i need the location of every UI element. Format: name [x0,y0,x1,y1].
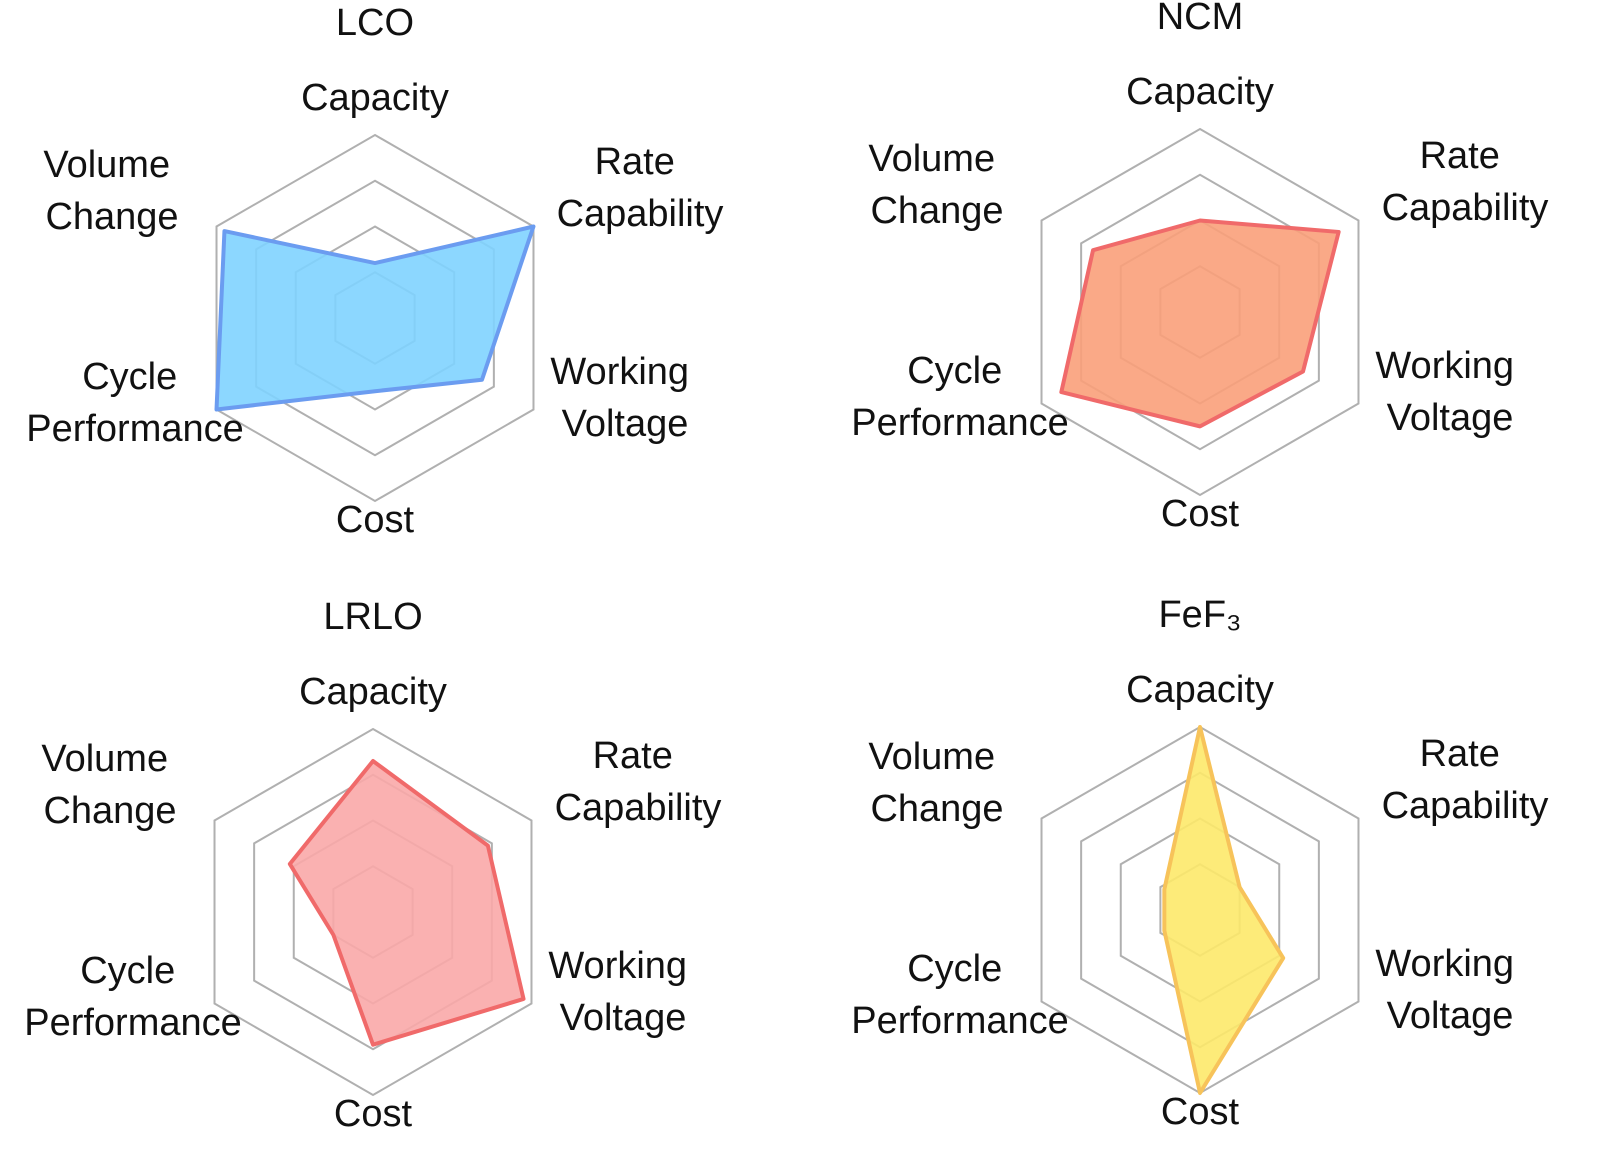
grid-ring [213,727,533,1097]
radar-area [214,224,536,412]
radar-area [1162,725,1286,1095]
axis-label: Cost [1161,1091,1240,1133]
axis-label: Working Voltage [550,351,699,445]
radar-area [287,759,526,1047]
chart-title: FeF₃ [1158,594,1241,636]
axis-label: Cycle Performance [24,950,242,1044]
radar-area [1059,218,1341,429]
grid-ring [1040,127,1360,497]
axis-label: Capacity [1126,669,1274,711]
axis-label: Rate Capability [555,735,722,829]
axis-label: Volume Change [43,144,180,238]
axis-label: Rate Capability [1382,135,1549,229]
axis-label: Rate Capability [557,141,724,235]
axis-label: Working Voltage [548,945,697,1039]
axis-label: Cost [1161,493,1240,535]
chart-title: LRLO [323,596,422,638]
axis-label: Capacity [301,77,449,119]
axis-label: Volume Change [41,738,178,832]
chart-title: LCO [336,2,414,44]
axis-label: Cycle Performance [851,350,1069,444]
axis-label: Working Voltage [1375,943,1524,1037]
axis-label: Cost [334,1093,413,1135]
grid-ring [253,773,493,1051]
axis-label: Rate Capability [1382,733,1549,827]
axis-label: Cost [336,499,415,541]
chart-title: NCM [1157,0,1244,38]
axis-label: Working Voltage [1375,345,1524,439]
axis-label: Cycle Performance [851,948,1069,1042]
axis-label: Volume Change [868,736,1005,830]
axis-label: Capacity [299,671,447,713]
axis-label: Cycle Performance [26,356,244,450]
axis-label: Capacity [1126,71,1274,113]
axis-label: Volume Change [868,138,1005,232]
